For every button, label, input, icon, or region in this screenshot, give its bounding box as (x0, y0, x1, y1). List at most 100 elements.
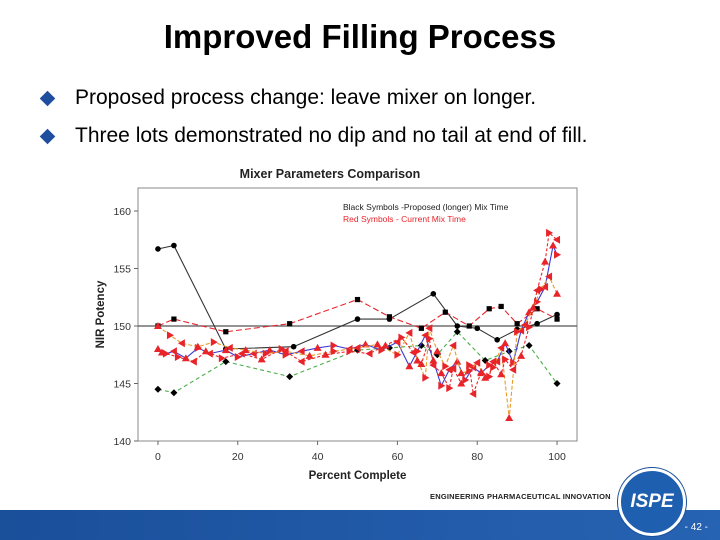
x-tick-label: 0 (155, 451, 161, 463)
data-point (426, 334, 434, 343)
data-point (305, 351, 314, 359)
data-point (502, 355, 510, 364)
mixer-parameters-chart: Mixer Parameters Comparison 140 145 150 155 1… (90, 158, 590, 488)
legend-entry-current: Red Symbols - Current Mix Time (343, 214, 466, 224)
data-point (526, 323, 534, 332)
data-point (373, 340, 382, 348)
data-point (162, 349, 170, 358)
data-point (505, 347, 513, 355)
data-point (466, 323, 472, 329)
bullet-2: Three lots demonstrated no dip and no ta… (39, 124, 587, 148)
data-point (549, 241, 558, 249)
data-point (409, 348, 417, 357)
chart-title: Mixer Parameters Comparison (240, 167, 421, 181)
data-point (257, 355, 266, 363)
data-point (497, 370, 506, 378)
data-point (166, 331, 174, 340)
data-point (433, 347, 442, 355)
data-point (237, 349, 245, 358)
x-axis-label: Percent Complete (309, 470, 407, 482)
data-point (554, 250, 562, 259)
data-point (517, 326, 525, 335)
data-point (223, 329, 229, 335)
data-point (354, 316, 361, 322)
series-5 (153, 272, 562, 421)
data-point (469, 389, 477, 398)
data-point (394, 350, 402, 359)
data-point (525, 342, 533, 350)
data-point (313, 343, 322, 351)
data-point (477, 368, 486, 375)
data-point (510, 358, 518, 367)
data-point (222, 358, 230, 366)
data-point (505, 414, 514, 421)
data-point (278, 345, 286, 353)
data-point (486, 306, 492, 312)
bullet-diamond-icon (39, 128, 56, 144)
data-point (386, 314, 393, 320)
x-tick-label: 40 (312, 451, 324, 463)
data-point (446, 384, 454, 393)
data-point (437, 369, 446, 377)
data-point (453, 328, 461, 336)
data-point (171, 316, 177, 322)
data-point (418, 325, 424, 331)
data-point (286, 373, 294, 381)
data-point (321, 350, 330, 358)
data-point (553, 380, 561, 387)
data-point (297, 357, 305, 366)
data-point (554, 311, 560, 318)
data-point (541, 257, 550, 265)
data-point (155, 246, 161, 252)
bullet-1-text: Proposed process change: leave mixer on … (75, 86, 537, 109)
data-point (354, 296, 361, 303)
y-tick-label: 155 (113, 264, 131, 276)
y-tick-label: 145 (113, 379, 131, 391)
data-point (193, 342, 202, 350)
data-point (514, 327, 522, 336)
data-point (174, 353, 182, 362)
data-point (170, 389, 178, 397)
data-point (398, 333, 406, 342)
x-tick-label: 100 (548, 451, 566, 463)
data-point (474, 325, 481, 332)
data-point (541, 282, 549, 291)
footer-bar (0, 510, 720, 540)
y-tick-label: 150 (113, 321, 131, 333)
data-point (346, 347, 354, 356)
data-point (153, 345, 162, 352)
series-6 (157, 228, 561, 398)
series-line (157, 298, 558, 333)
data-point (290, 343, 297, 350)
data-point (534, 297, 542, 306)
data-point (353, 343, 361, 352)
data-point (457, 369, 466, 377)
legend-entry-proposed: Black Symbols -Proposed (longer) Mix Tim… (343, 202, 509, 212)
data-point (517, 351, 526, 359)
data-point (534, 306, 540, 312)
data-point (525, 308, 534, 316)
data-point (493, 357, 501, 366)
data-point (498, 303, 504, 310)
data-point (287, 321, 293, 327)
data-point (171, 242, 177, 249)
bullet-1: Proposed process change: leave mixer on … (39, 86, 537, 110)
chart-background (90, 158, 590, 488)
data-point (281, 347, 289, 356)
data-point (265, 346, 274, 354)
data-point (533, 286, 541, 295)
y-axis-label: NIR Potency (95, 280, 107, 348)
data-point (157, 348, 166, 356)
ispe-logo: ISPE (618, 468, 686, 536)
slide-title: Improved Filling Process (163, 18, 557, 55)
plot-area (137, 187, 578, 442)
data-point (449, 364, 457, 373)
data-point (201, 347, 210, 355)
data-point (381, 341, 390, 349)
footer-tagline: ENGINEERING PHARMACEUTICAL INNOVATION (430, 492, 611, 501)
data-point (153, 322, 162, 329)
data-point (330, 341, 338, 350)
data-point (514, 321, 520, 327)
bullet-diamond-icon (39, 90, 56, 106)
data-point (413, 356, 422, 364)
